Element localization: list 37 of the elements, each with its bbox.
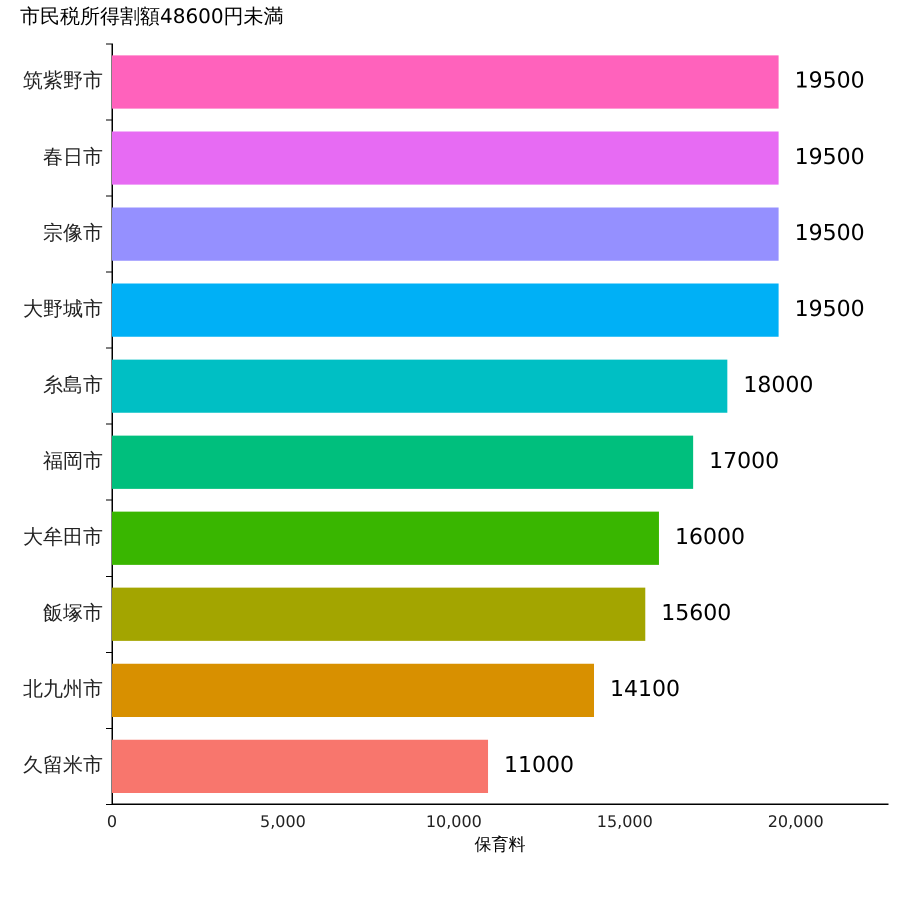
x-tick-label: 20,000 (768, 812, 824, 832)
data-label: 17000 (709, 448, 780, 474)
bar (112, 207, 779, 261)
y-tick-label: 糸島市 (43, 372, 103, 396)
chart-title: 市民税所得割額48600円未満 (20, 4, 284, 28)
data-label: 18000 (743, 372, 814, 398)
x-tick-label: 10,000 (426, 812, 482, 832)
data-label: 19500 (794, 68, 865, 94)
y-tick-label: 筑紫野市 (23, 68, 103, 92)
bar (112, 131, 779, 185)
data-label: 14100 (610, 677, 680, 702)
bar (112, 740, 488, 793)
data-label: 19500 (794, 296, 865, 322)
data-label: 16000 (674, 524, 745, 550)
bar (112, 284, 779, 337)
x-tick-label: 5,000 (260, 812, 306, 832)
bar (112, 360, 728, 413)
y-tick-label: 北九州市 (23, 676, 103, 701)
bar (112, 512, 659, 565)
y-tick-label: 大牟田市 (23, 524, 103, 548)
y-tick-label: 福岡市 (43, 448, 103, 472)
x-axis-title: 保育料 (474, 835, 526, 856)
bar (112, 55, 779, 109)
y-tick-label: 春日市 (43, 144, 103, 168)
x-tick-label: 0 (106, 812, 118, 832)
data-label: 15600 (661, 601, 732, 626)
y-tick-label: 飯塚市 (43, 600, 103, 625)
y-tick-label: 大野城市 (23, 296, 103, 320)
data-label: 19500 (794, 144, 865, 170)
data-label: 19500 (794, 220, 865, 246)
bar (112, 588, 646, 641)
x-tick-label: 15,000 (596, 812, 653, 832)
data-label: 11000 (504, 753, 574, 778)
bar (112, 664, 594, 717)
y-tick-label: 宗像市 (43, 220, 103, 244)
bar (112, 436, 694, 489)
y-tick-label: 久留米市 (23, 752, 103, 777)
